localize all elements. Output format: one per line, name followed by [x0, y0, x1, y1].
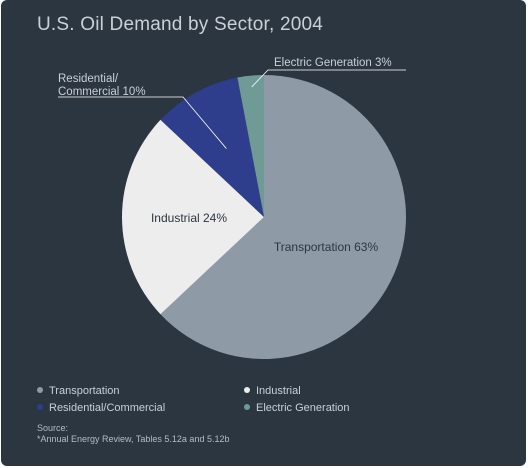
- legend-swatch: [37, 404, 43, 410]
- slice-label-residential-commercial: Commercial 10%: [58, 86, 146, 98]
- source-label: Source:: [37, 423, 69, 433]
- chart-title: U.S. Oil Demand by Sector, 2004: [37, 14, 324, 35]
- legend-swatch: [37, 387, 43, 393]
- source-note: Source: *Annual Energy Review, Tables 5.…: [37, 423, 229, 445]
- legend-swatch: [244, 387, 250, 393]
- legend-label: Electric Generation: [256, 402, 350, 414]
- leader-line-electric-generation: [251, 69, 406, 88]
- slice-label-industrial: Industrial 24%: [151, 211, 227, 225]
- legend-swatch: [244, 404, 250, 410]
- slice-label-transportation: Transportation 63%: [274, 240, 379, 254]
- legend-item-industrial: Industrial: [244, 385, 301, 397]
- source-text: *Annual Energy Review, Tables 5.12a and …: [37, 434, 230, 444]
- pie-slice-transportation: [160, 75, 406, 359]
- pie-slice-electric-generation: [237, 75, 264, 217]
- legend-item-electric-generation: Electric Generation: [244, 402, 350, 414]
- legend-label: Industrial: [256, 385, 301, 397]
- slice-label-electric-generation: Electric Generation 3%: [274, 57, 392, 69]
- pie-slice-industrial: [121, 119, 264, 315]
- pie-slice-residential-commercial: [160, 77, 264, 217]
- legend-item-residential-commercial: Residential/Commercial: [37, 402, 165, 414]
- leader-line-residential-commercial: [58, 96, 227, 149]
- legend-label: Residential/Commercial: [49, 402, 166, 414]
- slice-label-residential-commercial: Residential/: [58, 73, 119, 85]
- legend-label: Transportation: [49, 385, 120, 397]
- legend-item-transportation: Transportation: [37, 385, 120, 397]
